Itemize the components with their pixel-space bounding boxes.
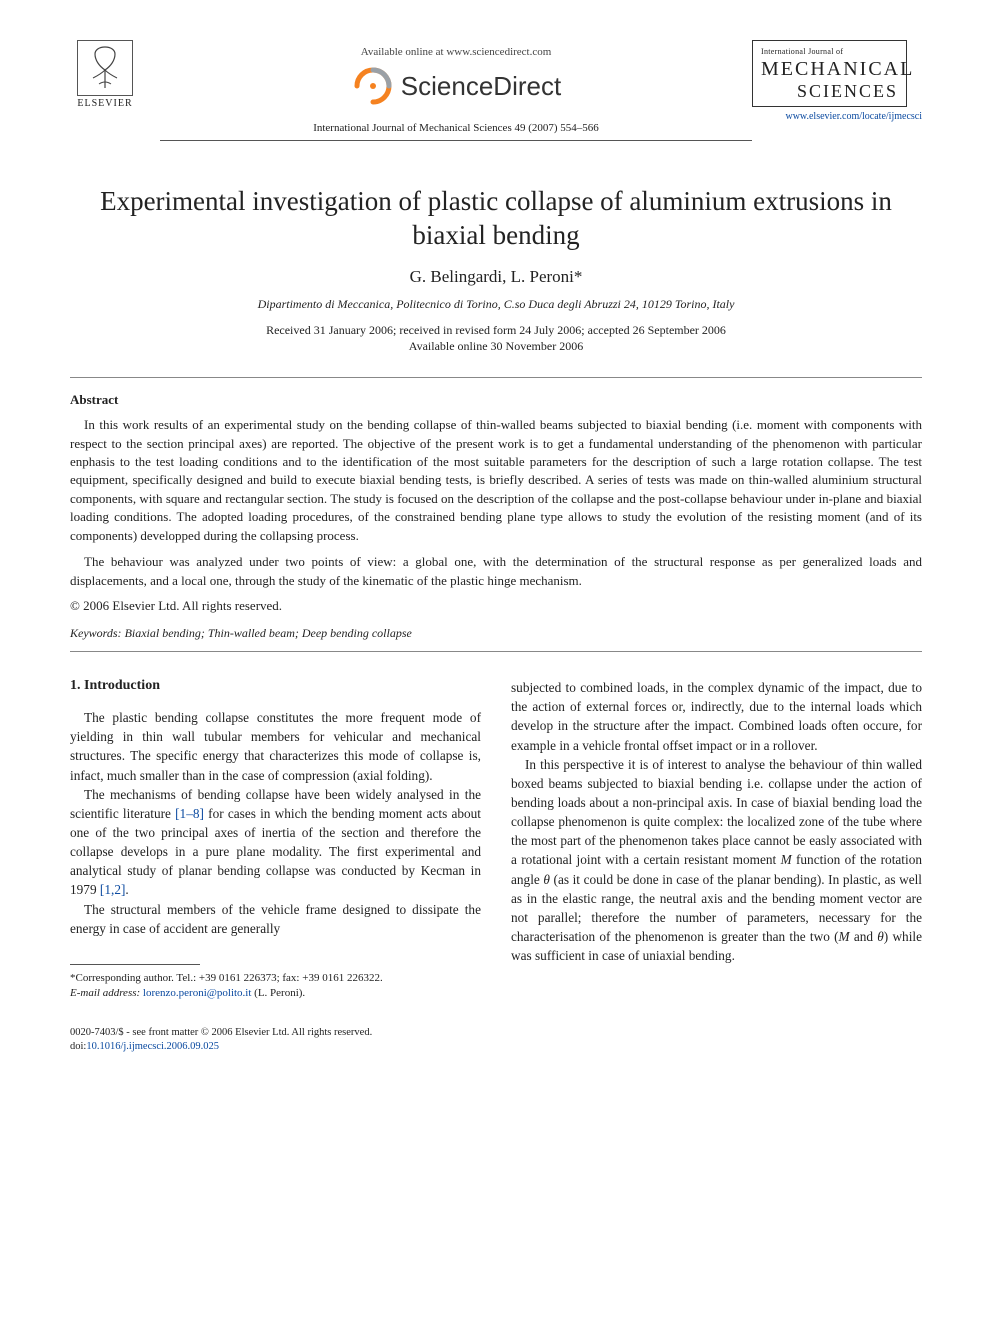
dates-line1: Received 31 January 2006; received in re… (266, 323, 726, 337)
elsevier-tree-icon (77, 40, 133, 96)
publisher-logo-block: ELSEVIER (70, 40, 160, 118)
footnote-email[interactable]: lorenzo.peroni@polito.it (143, 987, 252, 999)
abstract-label: Abstract (70, 392, 922, 408)
journal-cover-line1: International Journal of (761, 47, 898, 56)
article-affiliation: Dipartimento di Meccanica, Politecnico d… (70, 297, 922, 312)
abstract-copyright: © 2006 Elsevier Ltd. All rights reserved… (70, 598, 922, 614)
page-footer: 0020-7403/$ - see front matter © 2006 El… (70, 1026, 922, 1054)
ref-link-1-8[interactable]: [1–8] (175, 806, 204, 821)
journal-cover-line3: SCIENCES (761, 81, 898, 102)
citation-line: International Journal of Mechanical Scie… (160, 122, 752, 134)
keywords-line: Keywords: Biaxial bending; Thin-walled b… (70, 626, 922, 641)
journal-cover: International Journal of MECHANICAL SCIE… (752, 40, 907, 107)
journal-cover-line2: MECHANICAL (761, 58, 898, 81)
abstract-paragraph-2: The behaviour was analyzed under two poi… (70, 553, 922, 590)
article-title: Experimental investigation of plastic co… (70, 185, 922, 253)
separator-rule-1 (70, 377, 922, 378)
intro-para-3: The structural members of the vehicle fr… (70, 900, 481, 938)
footnote-email-label: E-mail address: (70, 987, 140, 999)
keywords-values: Biaxial bending; Thin-walled beam; Deep … (122, 626, 412, 640)
body-columns: 1. Introduction The plastic bending coll… (70, 678, 922, 1001)
footer-doi-link[interactable]: 10.1016/j.ijmecsci.2006.09.025 (86, 1041, 219, 1052)
intro-para-4: In this perspective it is of interest to… (511, 755, 922, 966)
column-right: subjected to combined loads, in the comp… (511, 678, 922, 1001)
var-m2: M (839, 929, 850, 944)
separator-rule-2 (70, 651, 922, 652)
available-online-text: Available online at www.sciencedirect.co… (160, 46, 752, 58)
footnote-corr: Corresponding author. Tel.: +39 0161 226… (76, 972, 383, 984)
sciencedirect-label: ScienceDirect (401, 71, 561, 102)
journal-locate-link[interactable]: www.elsevier.com/locate/ijmecsci (752, 111, 922, 122)
footnote-email-tail: (L. Peroni). (251, 987, 305, 999)
footer-front-matter: 0020-7403/$ - see front matter © 2006 El… (70, 1027, 372, 1038)
elsevier-name: ELSEVIER (77, 98, 132, 109)
dates-line2: Available online 30 November 2006 (409, 339, 583, 353)
sciencedirect-logo: ScienceDirect (160, 64, 752, 108)
section-heading-intro: 1. Introduction (70, 678, 481, 694)
article-dates: Received 31 January 2006; received in re… (70, 322, 922, 356)
var-m: M (781, 852, 792, 867)
corresponding-footnote: *Corresponding author. Tel.: +39 0161 22… (70, 971, 481, 1002)
intro-para-1: The plastic bending collapse constitutes… (70, 708, 481, 785)
header-center: Available online at www.sciencedirect.co… (160, 40, 752, 134)
sciencedirect-swirl-icon (351, 64, 395, 108)
abstract-paragraph-1: In this work results of an experimental … (70, 416, 922, 545)
footnote-rule (70, 964, 200, 965)
intro-para-3-cont: subjected to combined loads, in the comp… (511, 678, 922, 755)
keywords-label: Keywords: (70, 626, 122, 640)
column-left: 1. Introduction The plastic bending coll… (70, 678, 481, 1001)
header-right: International Journal of MECHANICAL SCIE… (752, 40, 922, 122)
header-rule (160, 140, 752, 141)
intro-para-2: The mechanisms of bending collapse have … (70, 785, 481, 900)
page-header: ELSEVIER Available online at www.science… (70, 40, 922, 134)
ref-link-1-2[interactable]: [1,2] (100, 882, 125, 897)
footer-doi-prefix: doi: (70, 1041, 86, 1052)
elsevier-logo: ELSEVIER (70, 40, 140, 118)
article-authors: G. Belingardi, L. Peroni* (70, 267, 922, 287)
